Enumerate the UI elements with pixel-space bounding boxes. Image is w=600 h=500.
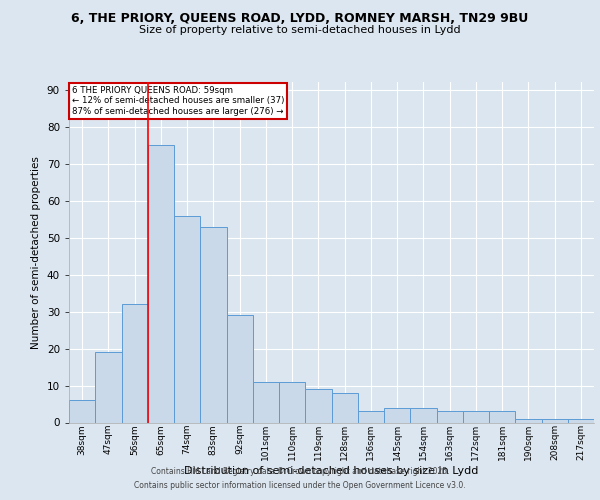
Text: Size of property relative to semi-detached houses in Lydd: Size of property relative to semi-detach… xyxy=(139,25,461,35)
Bar xyxy=(279,382,305,422)
Y-axis label: Number of semi-detached properties: Number of semi-detached properties xyxy=(31,156,41,349)
Bar xyxy=(331,393,358,422)
Bar xyxy=(437,412,463,422)
Bar xyxy=(121,304,148,422)
Bar xyxy=(148,146,174,422)
Bar xyxy=(515,419,542,422)
Bar xyxy=(305,389,331,422)
Text: Contains public sector information licensed under the Open Government Licence v3: Contains public sector information licen… xyxy=(134,481,466,490)
Bar xyxy=(253,382,279,422)
Bar xyxy=(358,412,384,422)
Bar xyxy=(95,352,121,422)
Bar xyxy=(200,226,227,422)
Bar xyxy=(227,316,253,422)
Bar xyxy=(489,412,515,422)
Bar xyxy=(384,408,410,422)
Bar xyxy=(463,412,489,422)
Bar xyxy=(542,419,568,422)
Bar xyxy=(69,400,95,422)
X-axis label: Distribution of semi-detached houses by size in Lydd: Distribution of semi-detached houses by … xyxy=(184,466,479,476)
Text: 6, THE PRIORY, QUEENS ROAD, LYDD, ROMNEY MARSH, TN29 9BU: 6, THE PRIORY, QUEENS ROAD, LYDD, ROMNEY… xyxy=(71,12,529,26)
Text: Contains HM Land Registry data © Crown copyright and database right 2025.: Contains HM Land Registry data © Crown c… xyxy=(151,467,449,476)
Bar xyxy=(174,216,200,422)
Bar xyxy=(568,419,594,422)
Bar xyxy=(410,408,437,422)
Text: 6 THE PRIORY QUEENS ROAD: 59sqm
← 12% of semi-detached houses are smaller (37)
8: 6 THE PRIORY QUEENS ROAD: 59sqm ← 12% of… xyxy=(71,86,284,116)
